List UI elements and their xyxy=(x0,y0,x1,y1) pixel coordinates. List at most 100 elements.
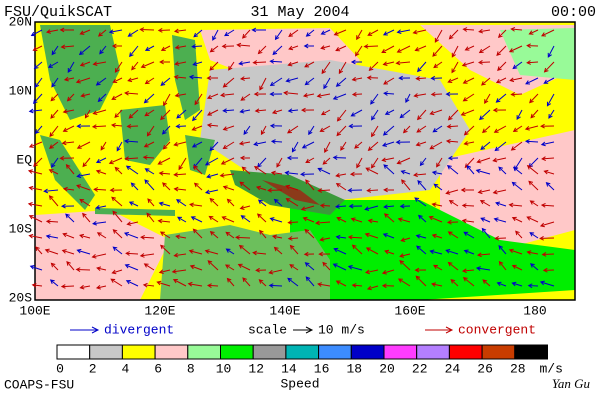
wind-arrow xyxy=(51,45,59,56)
wind-arrow xyxy=(235,235,251,240)
wind-arrow xyxy=(317,167,331,175)
wind-arrow xyxy=(351,283,363,288)
wind-arrow xyxy=(367,218,379,224)
wind-arrow xyxy=(365,167,379,175)
wind-arrow xyxy=(332,263,347,271)
wind-arrow xyxy=(259,229,267,239)
wind-arrow xyxy=(382,61,395,67)
wind-arrow xyxy=(76,248,91,255)
wind-arrow xyxy=(478,60,491,65)
wind-arrow xyxy=(528,29,539,35)
region xyxy=(200,60,470,200)
wind-arrow xyxy=(541,156,555,162)
wind-arrow xyxy=(221,216,235,223)
wind-arrow xyxy=(460,187,475,193)
wind-arrow xyxy=(268,283,283,288)
wind-arrow xyxy=(130,182,139,191)
wind-arrow xyxy=(60,203,75,209)
wind-arrow xyxy=(370,93,379,105)
wind-arrow xyxy=(28,141,43,148)
wind-arrow xyxy=(96,266,107,272)
wind-arrow xyxy=(542,267,555,273)
wind-arrow xyxy=(239,205,251,210)
wind-arrow xyxy=(285,77,299,83)
wind-arrow xyxy=(99,45,107,55)
wind-arrow xyxy=(498,245,507,255)
wind-arrow xyxy=(348,203,363,209)
wind-arrow xyxy=(448,29,459,40)
map-frame xyxy=(34,21,576,301)
wind-arrow xyxy=(323,77,331,90)
wind-arrow xyxy=(539,221,555,228)
colorbar-tick: 16 xyxy=(314,361,330,376)
wind-arrow xyxy=(431,233,443,239)
wind-arrow xyxy=(49,125,59,138)
wind-arrow xyxy=(366,75,379,81)
wind-arrow xyxy=(29,265,43,271)
wind-arrow xyxy=(436,157,443,168)
wind-arrow xyxy=(366,285,379,291)
wind-arrow xyxy=(33,157,43,167)
wind-arrow xyxy=(413,172,427,178)
wind-arrow xyxy=(100,141,107,151)
wind-arrow xyxy=(173,141,187,147)
wind-arrow xyxy=(415,76,427,81)
wind-arrow xyxy=(415,275,427,287)
lon-label: 180 xyxy=(523,303,546,318)
wind-arrow xyxy=(526,165,539,175)
colorbar-tick: 12 xyxy=(248,361,264,376)
wind-arrow xyxy=(159,231,171,239)
wind-arrow xyxy=(525,77,539,85)
wind-arrow xyxy=(126,123,139,129)
wind-arrow xyxy=(543,169,555,175)
wind-arrow xyxy=(60,44,75,50)
wind-arrow xyxy=(144,45,155,51)
colorbar-tick: 18 xyxy=(346,361,362,376)
wind-arrow xyxy=(354,141,363,149)
wind-arrow xyxy=(160,77,171,86)
wind-arrow xyxy=(463,249,475,255)
wind-arrow xyxy=(401,179,411,191)
lon-label: 140E xyxy=(269,303,300,318)
wind-arrow xyxy=(366,188,379,193)
wind-arrow xyxy=(405,93,411,104)
wind-arrow xyxy=(188,249,203,255)
header-left: FSU/QuikSCAT xyxy=(4,4,112,21)
wind-arrow xyxy=(320,29,331,35)
wind-arrow xyxy=(475,168,491,175)
wind-arrow xyxy=(206,283,219,288)
wind-arrow xyxy=(173,28,187,34)
colorbar-tick: 0 xyxy=(56,361,64,376)
wind-arrow xyxy=(508,202,523,208)
wind-arrow xyxy=(47,61,59,68)
wind-arrow xyxy=(92,109,107,115)
wind-arrow xyxy=(302,93,315,98)
wind-arrow xyxy=(335,183,347,191)
wind-arrow xyxy=(332,155,347,160)
wind-arrow xyxy=(269,91,283,97)
wind-arrow xyxy=(124,263,139,271)
wind-arrow xyxy=(112,77,123,83)
wind-arrow xyxy=(305,157,315,163)
wind-arrow xyxy=(494,235,507,241)
color-box xyxy=(89,344,123,360)
wind-arrow xyxy=(412,29,427,35)
wind-arrow xyxy=(475,266,491,271)
wind-arrow xyxy=(206,93,219,100)
colorbar-tick: 6 xyxy=(154,361,162,376)
wind-arrow xyxy=(381,157,395,163)
wind-arrow xyxy=(364,205,379,211)
wind-arrow xyxy=(433,61,443,69)
wind-arrow xyxy=(371,125,379,138)
wind-arrow xyxy=(383,213,395,223)
wind-arrow xyxy=(541,29,555,37)
wind-arrow xyxy=(271,234,283,240)
wind-arrow xyxy=(461,203,475,208)
wind-arrow xyxy=(124,90,139,96)
land xyxy=(160,225,330,300)
wind-arrow xyxy=(383,164,395,175)
wind-arrow xyxy=(95,77,107,86)
wind-arrow xyxy=(110,278,123,287)
wind-arrow xyxy=(76,141,91,149)
wind-arrow xyxy=(397,217,411,223)
